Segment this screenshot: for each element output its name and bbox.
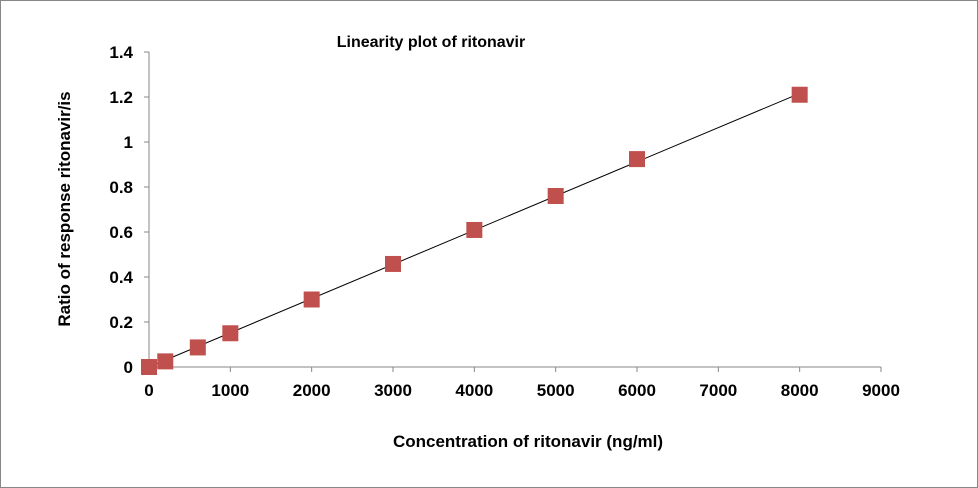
y-tick-label: 0.4 — [109, 268, 133, 287]
chart-title: Linearity plot of ritonavir — [337, 34, 525, 51]
x-tick-label: 1000 — [211, 381, 249, 400]
y-tick-label: 0.2 — [109, 313, 133, 332]
y-tick-label: 0 — [124, 358, 133, 377]
data-point — [547, 188, 564, 204]
y-axis-label: Ratio of response ritonavir/is — [55, 91, 74, 326]
y-tick-label: 1.2 — [109, 88, 133, 107]
y-tick-label: 1.4 — [109, 43, 133, 62]
data-point — [189, 339, 206, 356]
x-tick-label: 4000 — [455, 381, 493, 400]
x-tick-label: 5000 — [537, 381, 575, 400]
x-axis-label: Concentration of ritonavir (ng/ml) — [393, 432, 663, 451]
x-tick-label: 2000 — [293, 381, 331, 400]
x-tick-label: 0 — [144, 381, 153, 400]
y-tick-label: 0.6 — [109, 223, 133, 242]
data-point — [385, 255, 401, 272]
data-point — [157, 353, 174, 370]
x-tick-label: 6000 — [618, 381, 656, 400]
data-point — [141, 359, 157, 375]
data-point — [466, 221, 483, 238]
x-tick-label: 7000 — [699, 381, 737, 400]
data-point — [303, 291, 320, 308]
data-point — [222, 325, 239, 342]
x-tick-label: 9000 — [862, 381, 900, 400]
x-tick-label: 8000 — [781, 381, 819, 400]
data-point — [629, 151, 645, 168]
y-tick-label: 0.8 — [109, 178, 133, 197]
data-point — [791, 86, 808, 103]
y-tick-label: 1 — [124, 133, 133, 152]
x-tick-label: 3000 — [374, 381, 412, 400]
